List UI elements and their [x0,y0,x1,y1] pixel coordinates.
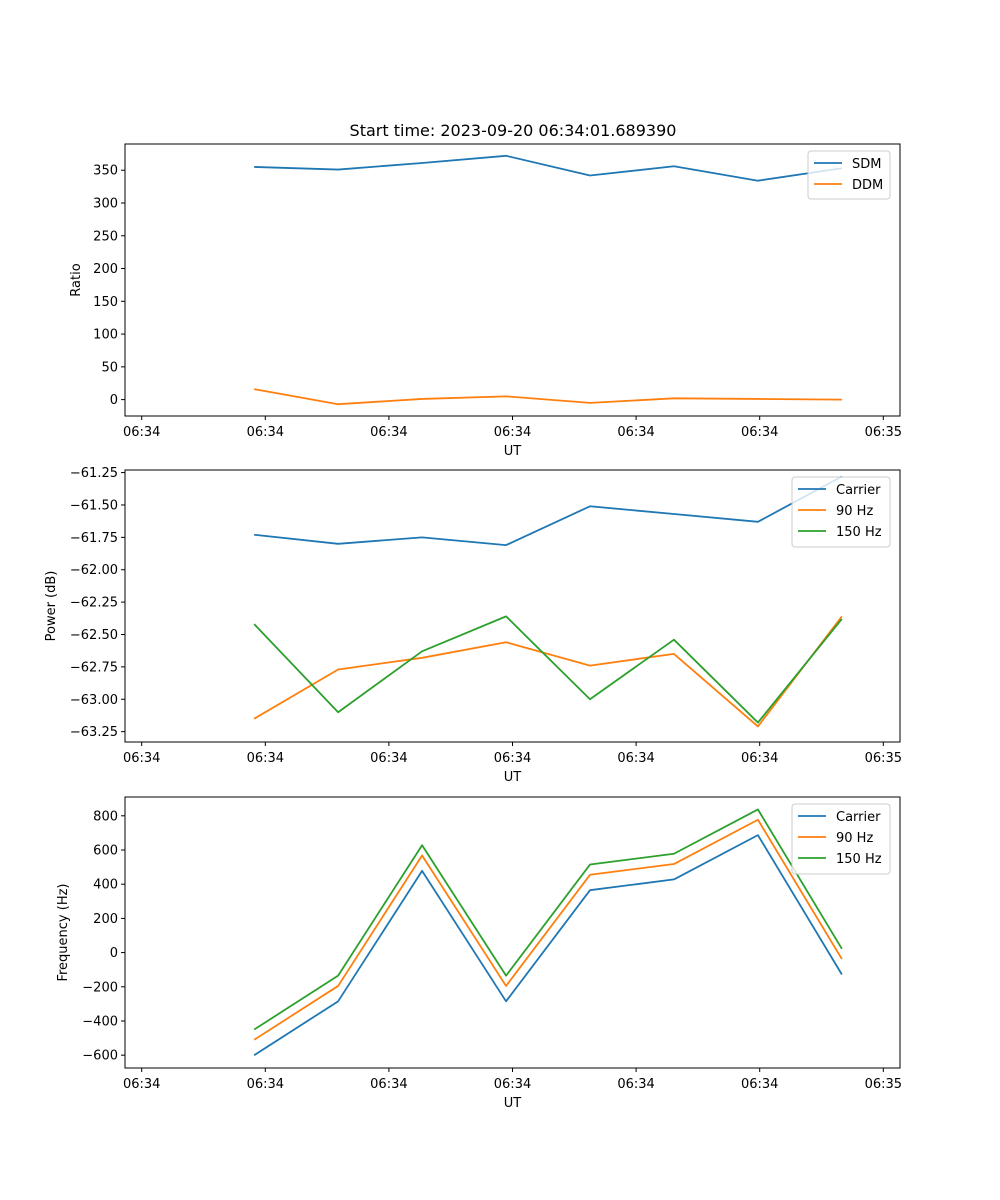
x-tick-label: 06:34 [617,425,654,440]
series-line-150-hz [253,615,843,724]
x-tick-label: 06:34 [617,1077,654,1092]
x-tick-label: 06:34 [494,425,531,440]
y-tick-label: −600 [82,1049,118,1064]
y-tick-label: −200 [82,980,118,995]
y-tick-label: 100 [93,328,118,343]
axes-frame [124,469,901,743]
y-tick-label: −400 [82,1014,118,1029]
y-tick-label: 200 [93,912,118,927]
y-axis-label: Frequency (Hz) [56,883,71,981]
series-line-90-hz [253,615,843,728]
y-tick-label: −61.25 [70,466,118,481]
x-tick-label: 06:34 [741,751,778,766]
x-axis-label: UT [504,444,522,459]
legend: Carrier 90 Hz 150 Hz [791,476,891,548]
x-tick-label: 06:34 [617,751,654,766]
y-tick-label: −63.25 [70,725,118,740]
y-tick-label: 200 [93,262,118,277]
legend-label: Carrier [836,483,881,498]
y-tick-label: 350 [93,164,118,179]
subplot-1: 06:34 06:34 06:34 06:34 06:34 06:34 06:35 UT 0 50… [69,143,902,459]
y-axis-label: Ratio [69,263,84,296]
series-line-90-hz [253,818,843,1041]
x-tick-label: 06:34 [247,425,284,440]
x-tick-label: 06:34 [370,751,407,766]
series-line-carrier [253,834,843,1056]
y-tick-label: 50 [101,360,118,375]
x-tick-label: 06:35 [865,751,902,766]
series-line-150-hz [253,808,843,1031]
series-line-ddm [254,388,842,406]
y-tick-label: −62.25 [70,596,118,611]
x-tick-label: 06:34 [370,425,407,440]
y-tick-label: −63.00 [70,693,118,708]
x-axis-label: UT [504,770,522,785]
legend-box [791,476,891,548]
y-tick-label: 600 [93,844,118,859]
y-tick-label: −61.75 [70,531,118,546]
legend-label: DDM [852,178,883,193]
legend-label: 90 Hz [836,504,873,519]
x-tick-label: 06:34 [494,751,531,766]
y-tick-label: 300 [93,196,118,211]
x-tick-label: 06:35 [865,1077,902,1092]
x-tick-label: 06:34 [370,1077,407,1092]
x-tick-label: 06:34 [494,1077,531,1092]
x-tick-label: 06:34 [123,1077,160,1092]
y-tick-label: 0 [110,946,118,961]
subplots: 06:34 06:34 06:34 06:34 06:34 06:34 06:35 UT 0 50… [44,143,902,1111]
subplot-2: 06:34 06:34 06:34 06:34 06:34 06:34 06:35 UT −63… [44,466,902,785]
x-tick-label: 06:34 [741,1077,778,1092]
x-tick-label: 06:34 [123,425,160,440]
y-tick-label: −61.50 [70,498,118,513]
x-tick-label: 06:34 [247,751,284,766]
x-axis-label: UT [504,1096,522,1111]
legend-box [791,803,891,875]
series-line-carrier [254,475,843,547]
y-tick-label: 400 [93,878,118,893]
x-tick-label: 06:35 [865,425,902,440]
y-tick-label: −62.50 [70,628,118,643]
subplot-3: 06:34 06:34 06:34 06:34 06:34 06:34 06:35 UT −60… [56,796,902,1111]
legend-label: 150 Hz [836,852,882,867]
figure-title: Start time: 2023-09-20 06:34:01.689390 [350,121,677,140]
y-tick-label: 250 [93,229,118,244]
y-tick-label: −62.00 [70,563,118,578]
y-tick-label: −62.75 [70,660,118,675]
legend-label: SDM [852,157,881,172]
legend: Carrier 90 Hz 150 Hz [791,803,891,875]
y-tick-label: 0 [110,393,118,408]
y-tick-label: 800 [93,809,118,824]
x-tick-label: 06:34 [123,751,160,766]
axes-frame [124,796,901,1069]
legend: SDM DDM [807,150,891,200]
y-tick-label: 150 [93,295,118,310]
x-tick-label: 06:34 [247,1077,284,1092]
legend-label: 150 Hz [836,525,882,540]
y-axis-label: Power (dB) [44,571,59,642]
legend-label: 90 Hz [836,831,873,846]
legend-label: Carrier [836,810,881,825]
x-tick-label: 06:34 [741,425,778,440]
axes-frame [124,143,901,417]
series-line-sdm [254,154,843,182]
